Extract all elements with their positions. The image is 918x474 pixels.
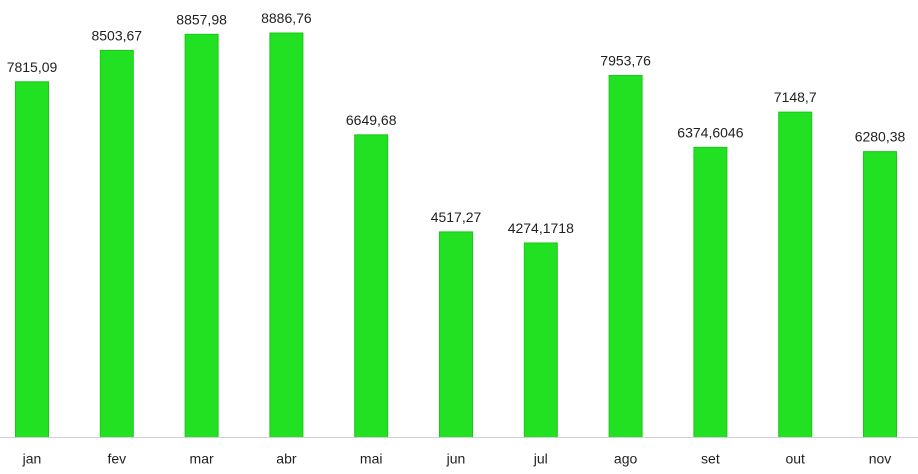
data-label-jun: 4517,27 [431,209,482,225]
x-tick-label-mai: mai [360,451,383,467]
bar-out [778,111,813,439]
x-tick-label-jan: jan [22,451,42,467]
data-label-mai: 6649,68 [346,112,397,128]
x-tick-label-jul: jul [533,451,548,467]
bar-set [693,146,728,438]
data-label-jul: 4274,1718 [508,220,574,236]
data-label-out: 7148,7 [774,89,817,105]
bars-layer [15,32,897,439]
bar-mai [354,134,389,439]
x-tick-label-fev: fev [107,451,126,467]
x-tick-label-out: out [785,451,805,467]
bar-jul [523,242,558,438]
data-label-mar: 8857,98 [176,11,227,27]
x-tick-label-jun: jun [446,451,466,467]
bar-jun [439,231,473,438]
data-label-fev: 8503,67 [91,27,142,43]
data-label-jan: 7815,09 [7,59,58,75]
x-tick-label-ago: ago [614,451,638,467]
bar-mar [184,33,219,439]
x-tick-labels-layer: jan fev mar abr mai jun jul ago set out nov [22,451,892,467]
data-label-ago: 7953,76 [600,52,651,68]
data-label-abr: 8886,76 [261,10,312,26]
x-tick-label-nov: nov [869,451,892,467]
x-tick-label-abr: abr [276,451,297,467]
bar-nov [863,151,897,438]
data-label-set: 6374,6046 [677,124,743,140]
data-labels-layer: 7815,09 8503,67 8857,98 8886,76 6649,68 4517,… [7,10,906,236]
bar-abr [269,32,304,438]
bar-ago [608,74,643,438]
bar-jan [15,81,49,438]
x-tick-label-mar: mar [190,451,214,467]
bar-fev [99,49,134,438]
data-label-nov: 6280,38 [855,129,906,145]
x-tick-label-set: set [701,451,720,467]
